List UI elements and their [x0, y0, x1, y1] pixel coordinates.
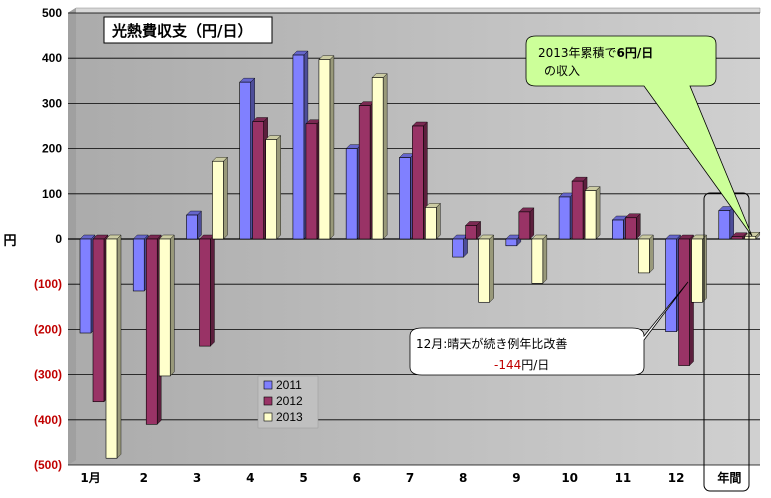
x-tick-label: 4: [246, 471, 254, 485]
y-tick-label: (300): [34, 368, 62, 382]
bar-2013-3: [265, 135, 282, 240]
legend-swatch-2012: [263, 396, 273, 406]
bar-2012-7: [465, 220, 482, 240]
bar-2013-5: [371, 73, 388, 240]
x-tick-label: 8: [459, 471, 467, 485]
y-tick-label: 200: [42, 142, 62, 156]
bar-2012-2: [198, 234, 215, 347]
x-tick-label: 1月: [80, 471, 100, 485]
x-tick-label: 10: [561, 471, 578, 485]
bar-2013-0: [105, 234, 122, 459]
y-tick-label: 100: [42, 187, 62, 201]
bar-2012-10: [624, 213, 641, 240]
bar-2013-1: [158, 234, 175, 377]
x-tick-label: 9: [512, 471, 520, 485]
bar-2012-8: [518, 207, 535, 240]
bar-2013-4: [318, 55, 335, 240]
legend-swatch-2011: [263, 380, 273, 390]
x-tick-label: 年間: [717, 470, 741, 485]
december-callout-unit: 円/日: [521, 358, 549, 372]
y-tick-label: 0: [55, 232, 62, 246]
bar-2013-6: [424, 202, 441, 240]
bar-2013-7: [478, 234, 495, 303]
y-tick-label: (100): [34, 277, 62, 291]
x-tick-label: 12: [668, 471, 685, 485]
plot-left-wall: [68, 8, 76, 465]
bar-2013-8: [531, 234, 548, 284]
annual-callout-line1-a: 2013年累積で: [538, 45, 617, 60]
december-callout-value: -144: [494, 358, 521, 372]
plot-top-edge: [67, 7, 761, 14]
legend-label-2013: 2013: [276, 410, 303, 424]
december-callout: 12月:晴天が続き例年比改善 -144円/日: [409, 281, 689, 376]
bar-2013-9: [584, 186, 601, 240]
svg-text:-144円/日: -144円/日: [494, 358, 549, 372]
y-axis-tick-labels: 500 400 300 200 100 0 (100) (200) (300) (400) (500…: [34, 6, 62, 472]
x-tick-label: 3: [193, 471, 201, 485]
december-callout-line1: 12月:晴天が続き例年比改善: [416, 336, 567, 351]
x-tick-label: 2: [140, 471, 148, 485]
legend-label-2012: 2012: [276, 394, 303, 408]
y-tick-label: 300: [42, 96, 62, 110]
bar-2011-12: [718, 206, 735, 240]
bar-2013-10: [637, 234, 654, 274]
annual-callout-line2: の収入: [544, 64, 580, 78]
x-tick-label: 5: [299, 471, 307, 485]
y-tick-label: 500: [42, 6, 62, 20]
legend-swatch-2013: [263, 412, 273, 422]
chart-title-box: 光熱費収支（円/日）: [103, 16, 273, 44]
svg-text:2013年累積で6円/日: 2013年累積で6円/日: [538, 45, 653, 60]
x-tick-label: 7: [406, 471, 414, 485]
y-tick-label: (200): [34, 322, 62, 336]
annual-callout: 2013年累積で6円/日 の収入: [525, 35, 753, 237]
x-tick-label: 11: [615, 471, 632, 485]
bar-2012-12: [731, 232, 748, 240]
bar-2011-2: [185, 210, 202, 240]
chart-title: 光熱費収支（円/日）: [111, 22, 252, 40]
x-axis-tick-labels: 1月 2 3 4 5 6 7 8 9 10 11 12 年間: [80, 470, 741, 485]
y-tick-label: (500): [34, 458, 62, 472]
legend-label-2011: 2011: [276, 378, 302, 392]
annual-callout-line1-b: 6円/日: [617, 46, 654, 60]
bar-2013-2: [211, 156, 228, 240]
y-tick-label: 400: [42, 51, 62, 65]
bar-2011-7: [452, 234, 469, 258]
y-axis-label: 円: [3, 234, 16, 249]
y-tick-label: (400): [34, 413, 62, 427]
bar-series: [79, 50, 761, 459]
legend: 2011 2012 2013: [257, 375, 319, 429]
x-tick-label: 6: [353, 471, 361, 485]
